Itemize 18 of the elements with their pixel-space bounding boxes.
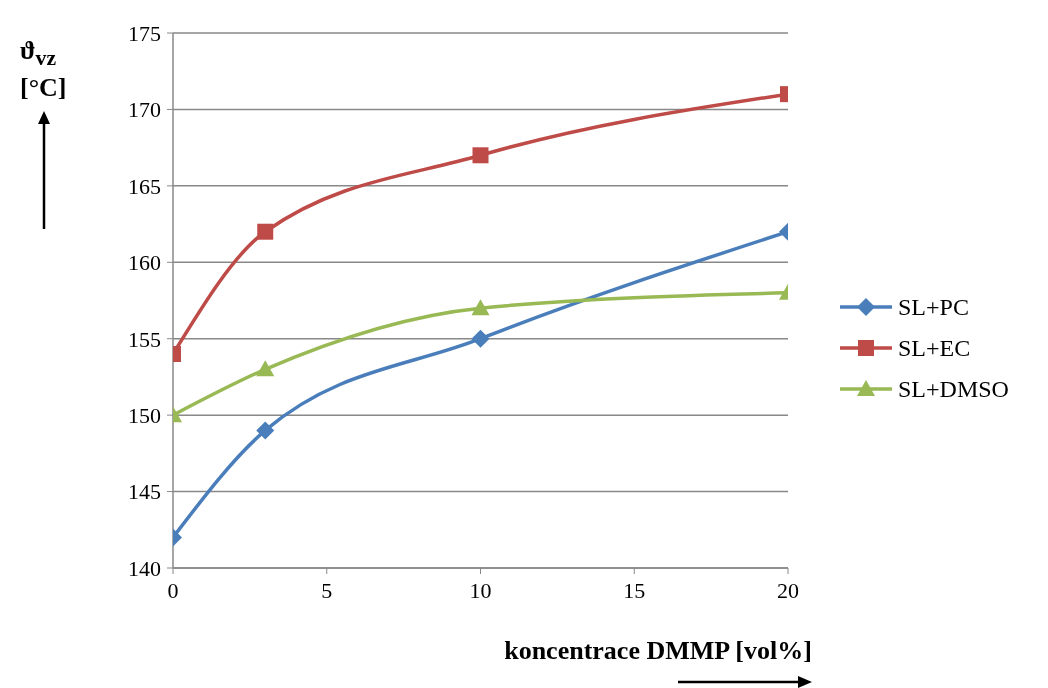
x-tick-label: 10 [469, 577, 492, 603]
x-tick-label: 5 [321, 577, 333, 603]
y-tick-label: 170 [128, 97, 161, 123]
x-axis-title: koncentrace DMMP [vol%] [503, 636, 813, 666]
y-tick-label: 155 [128, 326, 161, 352]
y-tick-label: 145 [128, 479, 161, 505]
x-tick-label: 0 [167, 577, 179, 603]
legend-label: SL+EC [898, 334, 971, 362]
y-tick-label: 150 [128, 402, 161, 428]
y-axis-title: ϑ$_{vz}$ [°C] [20, 36, 68, 104]
x-tick-label: 20 [777, 577, 799, 603]
y-tick-label: 140 [128, 555, 161, 581]
y-tick-label: 175 [128, 20, 161, 46]
legend-label: SL+PC [898, 293, 969, 321]
y-tick-label: 165 [128, 173, 161, 199]
legend-label: SL+DMSO [898, 375, 1009, 403]
x-tick-label: 15 [623, 577, 646, 603]
y-tick-label: 160 [128, 250, 161, 276]
